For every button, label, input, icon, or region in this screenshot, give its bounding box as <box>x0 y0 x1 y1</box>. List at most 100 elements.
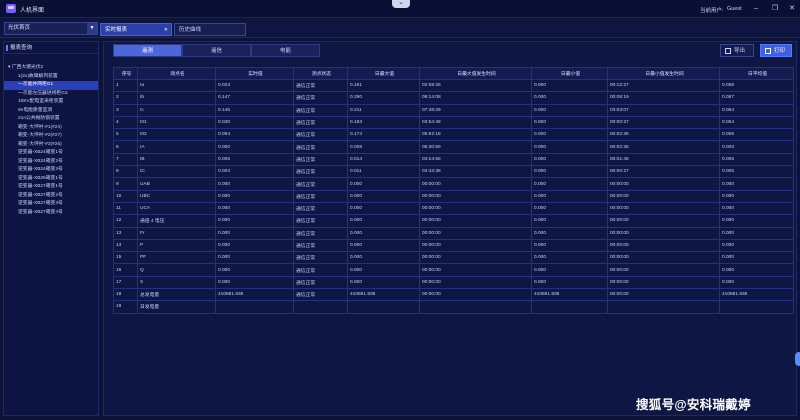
tree-item-selected[interactable]: 一次能并网柜G1 <box>4 81 98 90</box>
column-header[interactable]: 实时值 <box>215 67 294 80</box>
table-cell: 0.000 <box>719 263 794 277</box>
print-button[interactable]: 打印 <box>760 44 792 57</box>
table-row[interactable]: 7 IB 0.005 通信正常 0.014 03:24:58 0.000 00:01:46 0.… <box>113 152 794 167</box>
column-header[interactable]: 序号 <box>113 67 138 80</box>
table-cell: 0.000 <box>215 201 294 216</box>
table-cell: 17 <box>113 275 138 290</box>
table-cell: 0.000 <box>719 275 794 290</box>
table-cell: 00:00:00 <box>419 177 532 191</box>
table-cell: 0.087 <box>719 91 794 105</box>
tree-item[interactable]: 逆变器-XB27箱变2号 <box>18 192 63 198</box>
table-cell: 通信正常 <box>293 152 348 167</box>
table-cell: 0.000 <box>347 275 420 290</box>
app-title: 人机界面 <box>20 8 45 14</box>
tree-item[interactable]: 箱变-大坪村-#2(#27) <box>18 133 62 138</box>
table-cell: 0.000 <box>215 263 294 277</box>
table-row[interactable]: 10 UBC 0.000 通信正常 0.000 00:00:00 0.000 00:00:00… <box>113 189 794 203</box>
table-row[interactable]: 19 日发电量 <box>113 300 794 314</box>
tree-item[interactable]: 逆变器-XB24箱变2号 <box>18 158 63 164</box>
tree-item[interactable]: 1(2x)故障解列装置 <box>18 73 58 79</box>
table-row[interactable]: 8 IC 0.004 通信正常 0.011 03:43:38 0.000 00:00:27 0.… <box>113 165 794 179</box>
table-cell: 通信正常 <box>293 251 348 265</box>
table-row[interactable]: 13 Fr 0.000 通信正常 0.000 00:00:00 0.000 00:00:00 0… <box>113 226 794 240</box>
tree-item[interactable]: 9n电能质量监测 <box>18 107 53 113</box>
table-cell: 00:00:00 <box>419 189 532 203</box>
table-cell: IC <box>137 165 216 179</box>
chevron-down-icon[interactable]: ⌄ <box>392 0 410 8</box>
table-cell: 通信正常 <box>293 91 348 105</box>
table-cell: 07:48:29 <box>419 103 532 117</box>
column-header[interactable]: 日最大值 <box>347 67 420 80</box>
tree-item[interactable]: 箱变-大坪村-#1(#24) <box>18 124 62 130</box>
table-row[interactable]: 1 Ia 0.023 通信正常 0.181 02:59:28 0.000 00:12:27 0.… <box>113 78 794 93</box>
export-button[interactable]: 导出 <box>720 44 754 57</box>
tree-item[interactable]: 逆变器-XB27箱变4号 <box>18 209 63 215</box>
table-row[interactable]: 6 IA 0.000 通信正常 0.008 06:30:59 0.000 00:02:36 0.… <box>113 140 794 154</box>
column-header[interactable]: 测点名 <box>137 67 216 80</box>
tree-item[interactable]: 逆变器-XB27箱变3号 <box>18 201 63 206</box>
table-row[interactable]: 4 I01 0.030 通信正常 0.183 03:54:48 0.000 00:00:27 0… <box>113 115 794 130</box>
column-header[interactable]: 日平均值 <box>719 67 794 80</box>
table-cell: 0.011 <box>347 165 420 179</box>
segment-telesignal[interactable]: 遥信 <box>182 44 251 57</box>
table-cell: 13 <box>113 226 138 240</box>
scroll-handle[interactable] <box>795 352 800 366</box>
tree-item[interactable]: 逆变器-XB26箱变1号 <box>18 175 63 181</box>
table-row[interactable]: 12 通道 4 电压 0.000 通信正常 0.000 00:00:00 0.000 00:0… <box>113 214 794 228</box>
tree-item[interactable]: ▾ 广西大塘光伏2 <box>8 65 44 70</box>
table-cell: 通信正常 <box>293 177 348 191</box>
table-cell: 0.000 <box>347 177 420 191</box>
table-row[interactable]: 16 Q 0.000 通信正常 0.000 00:00:00 0.000 00:00:00 0.… <box>113 263 794 277</box>
tab-realtime-report[interactable]: 实时报表 ✕ <box>100 23 172 36</box>
restore-icon[interactable]: ❐ <box>771 5 779 12</box>
tree-item[interactable]: 21n公共根防锁装置 <box>18 116 60 121</box>
table-row[interactable]: 17 S 0.000 通信正常 0.000 00:00:00 0.000 00:00:00 0.… <box>113 275 794 290</box>
table-row[interactable]: 15 PF 0.000 通信正常 0.000 00:00:00 0.000 00:00:00 0… <box>113 251 794 265</box>
table-cell: UBC <box>137 189 216 203</box>
close-icon[interactable]: ✕ <box>163 27 168 33</box>
table-row[interactable]: 2 Ib 0.147 通信正常 0.290 09:14:08 0.000 00:08:19 0.… <box>113 91 794 105</box>
table-cell <box>719 300 794 314</box>
table-cell: 总发电量 <box>137 288 216 302</box>
table-cell: 通信正常 <box>293 214 348 228</box>
table-cell: IB <box>137 152 216 167</box>
table-row[interactable]: 3 Ic 0.145 通信正常 0.211 07:48:29 0.000 03:03:07 0.… <box>113 103 794 117</box>
tree-item[interactable]: 一次能左压器进线柜G3 <box>18 90 68 96</box>
column-header[interactable]: 测点状态 <box>293 67 348 80</box>
segment-telemetry[interactable]: 遥测 <box>113 44 182 57</box>
table-cell: 3 <box>113 103 138 117</box>
current-user-name: Guest <box>727 6 742 12</box>
segment-energy[interactable]: 电能 <box>251 44 320 57</box>
tab-history-curve[interactable]: 历史曲线 <box>174 23 246 36</box>
table-cell: 0.008 <box>347 140 420 154</box>
table-cell: 5 <box>113 128 138 142</box>
tree-item[interactable]: 逆变器-XB24箱变1号 <box>18 150 63 155</box>
home-select-value: 光伏首页 <box>8 25 31 31</box>
tree-item[interactable]: 箱变-大坪村-#3(#26) <box>18 141 62 147</box>
close-icon[interactable]: ✕ <box>789 5 795 12</box>
table-cell: 0.000 <box>531 189 608 203</box>
table-cell: 0.000 <box>531 103 608 117</box>
table-row[interactable]: 5 I02 0.094 通信正常 0.174 05:52:18 0.000 00:02:36 0… <box>113 128 794 142</box>
table-cell: 0.000 <box>215 189 294 203</box>
minimize-icon[interactable]: – <box>754 5 758 12</box>
table-row[interactable]: 9 UAB 0.000 通信正常 0.000 00:00:00 0.000 00:00:00 0… <box>113 177 794 191</box>
table-cell: 02:59:28 <box>419 78 532 93</box>
tree-item[interactable]: 逆变器-XB27箱变1号 <box>18 184 63 189</box>
table-row[interactable]: 18 总发电量 410881.938 通信正常 410881.938 00:00:00 41… <box>113 288 794 302</box>
column-header[interactable]: 日最小值 <box>531 67 608 80</box>
table-cell: 通信正常 <box>293 263 348 277</box>
home-select[interactable]: 光伏首页 ▼ <box>4 22 98 35</box>
table-row[interactable]: 14 P 0.000 通信正常 0.000 00:00:00 0.000 00:00:00 0.… <box>113 238 794 253</box>
tree-item[interactable]: 逆变器-XB24箱变3号 <box>18 167 63 172</box>
chevron-down-icon[interactable]: ▼ <box>87 23 97 34</box>
table-cell: 4 <box>113 115 138 130</box>
table-cell: 0.290 <box>347 91 420 105</box>
column-header[interactable]: 日最大值发生时间 <box>419 67 532 80</box>
tree-item[interactable]: 10KV配电室采柜装置 <box>18 99 64 104</box>
table-row[interactable]: 11 UCA 0.000 通信正常 0.000 00:00:00 0.000 00:00:00… <box>113 201 794 216</box>
table-cell: 0.000 <box>531 115 608 130</box>
table-cell: 0.000 <box>347 214 420 228</box>
column-header[interactable]: 日最小值发生时间 <box>607 67 720 80</box>
current-user-label: 当前用户: <box>700 8 724 14</box>
